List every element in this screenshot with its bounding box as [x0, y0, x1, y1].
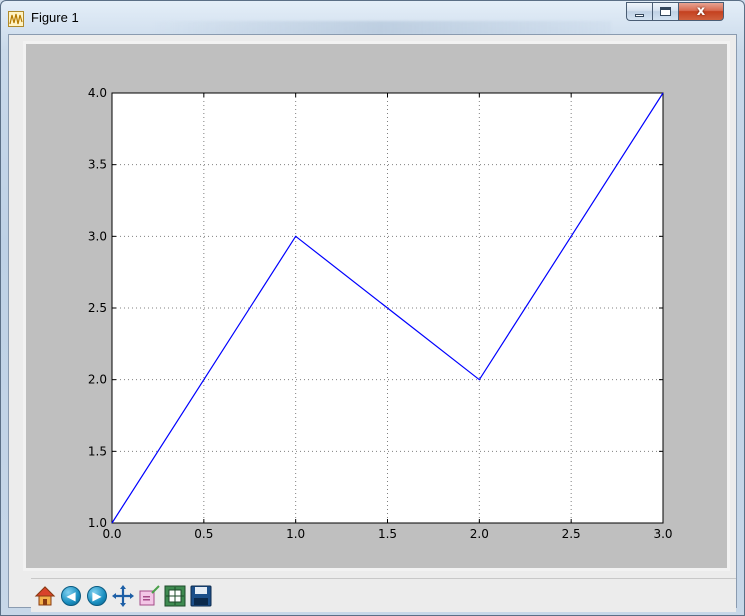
back-button[interactable]: ◀ [59, 582, 83, 610]
subplots-button[interactable] [163, 582, 187, 610]
series-line [111, 92, 664, 524]
minimize-button[interactable] [626, 2, 652, 21]
maximize-button[interactable] [652, 2, 678, 21]
home-button[interactable] [33, 582, 57, 610]
subplots-configure-icon [164, 585, 186, 606]
close-button[interactable]: x [678, 2, 724, 21]
y-tick-label: 3.5 [88, 158, 107, 172]
navigation-toolbar: ◀ ▶ [31, 578, 736, 612]
x-tick-label: 3.0 [653, 527, 672, 541]
title-bar[interactable]: Figure 1 x [1, 1, 744, 35]
minimize-icon [635, 14, 644, 17]
x-tick-label: 2.0 [470, 527, 489, 541]
save-button[interactable] [189, 582, 213, 610]
window-title: Figure 1 [31, 10, 79, 25]
zoom-button[interactable] [137, 582, 161, 610]
figure-canvas[interactable]: 0.0 0.5 1.0 1.5 2.0 2.5 3.0 1.0 1.5 2.0 2.5 3.0 3.5 4… [23, 41, 730, 571]
y-tick-label: 2.0 [88, 373, 107, 387]
close-icon: x [696, 4, 706, 19]
forward-button[interactable]: ▶ [85, 582, 109, 610]
pan-button[interactable] [111, 582, 135, 610]
pan-move-icon [112, 584, 134, 607]
y-tick-label: 3.0 [88, 229, 107, 243]
maximize-icon [660, 7, 671, 16]
x-tick-label: 2.5 [562, 527, 581, 541]
matplotlib-figure-icon [8, 11, 24, 27]
plot-svg: 0.0 0.5 1.0 1.5 2.0 2.5 3.0 1.0 1.5 2.0 2.5 3.0 3.5 4… [88, 86, 673, 541]
y-tick-label: 1.5 [88, 444, 107, 458]
blurred-background [151, 21, 611, 35]
x-tick-label: 1.5 [378, 527, 397, 541]
forward-arrow-icon: ▶ [87, 585, 107, 606]
x-tick-label: 1.0 [286, 527, 305, 541]
y-tick-label: 2.5 [88, 301, 107, 315]
back-arrow-icon: ◀ [61, 585, 81, 606]
zoom-rectangle-icon [139, 584, 160, 605]
x-tick-label: 0.0 [102, 527, 121, 541]
caption-buttons: x [626, 2, 738, 22]
y-tick-label: 4.0 [88, 86, 107, 100]
home-icon [34, 585, 56, 605]
save-disk-icon [190, 585, 212, 606]
y-tick-label: 1.0 [88, 516, 107, 530]
x-tick-label: 0.5 [194, 527, 213, 541]
